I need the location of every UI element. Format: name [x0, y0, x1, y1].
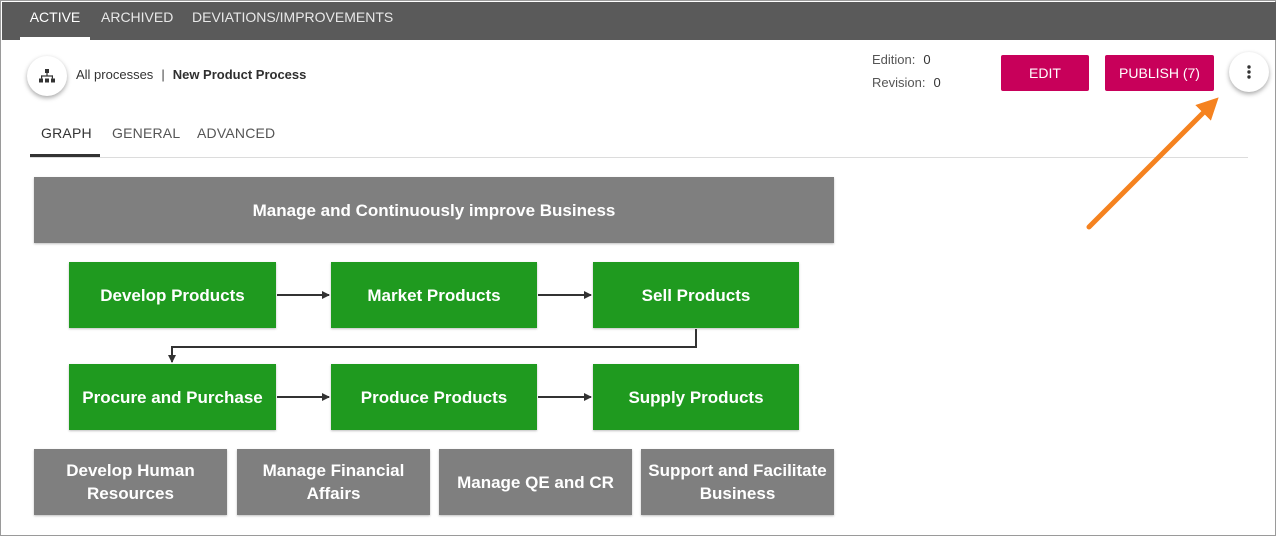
tab-advanced[interactable]: ADVANCED — [197, 125, 276, 141]
page-title: New Product Process — [172, 67, 307, 82]
tab-active-label: ACTIVE — [29, 9, 81, 25]
edition-value: 0 — [923, 52, 931, 67]
more-vertical-icon — [1247, 65, 1251, 79]
tab-deviations-label: DEVIATIONS/IMPROVEMENTS — [192, 9, 394, 25]
tabs-divider — [30, 157, 1248, 158]
process-produce-products[interactable]: Produce Products — [331, 364, 537, 430]
tab-graph[interactable]: GRAPH — [41, 125, 92, 141]
tab-archived-label: ARCHIVED — [101, 9, 174, 25]
process-manage-improve-business[interactable]: Manage and Continuously improve Business — [34, 177, 834, 243]
process-market-products[interactable]: Market Products — [331, 262, 537, 328]
process-support-facilitate-business[interactable]: Support and Facilitate Business — [641, 449, 834, 515]
process-develop-products[interactable]: Develop Products — [69, 262, 276, 328]
hierarchy-icon — [39, 69, 55, 83]
process-procure-purchase[interactable]: Procure and Purchase — [69, 364, 276, 430]
annotation-arrow — [1086, 97, 1219, 230]
edit-button[interactable]: EDIT — [1001, 55, 1089, 91]
revision-info: Revision: 0 — [872, 75, 941, 90]
process-sell-products[interactable]: Sell Products — [593, 262, 799, 328]
arrow-sell-to-procure — [168, 329, 697, 363]
top-tab-bar: ACTIVE ARCHIVED DEVIATIONS/IMPROVEMENTS — [2, 2, 1276, 40]
process-tree-button[interactable] — [27, 56, 67, 96]
more-options-button[interactable] — [1229, 52, 1269, 92]
graph-tab-indicator — [30, 154, 100, 157]
tab-deviations-improvements[interactable]: DEVIATIONS/IMPROVEMENTS — [192, 2, 393, 40]
tab-general[interactable]: GENERAL — [112, 125, 181, 141]
process-manage-qe-cr[interactable]: Manage QE and CR — [439, 449, 632, 515]
breadcrumb: All processes | New Product Process — [76, 67, 306, 82]
publish-button[interactable]: PUBLISH (7) — [1105, 55, 1214, 91]
tab-archived[interactable]: ARCHIVED — [101, 2, 173, 40]
tab-active[interactable]: ACTIVE — [20, 2, 90, 40]
process-manage-financial-affairs[interactable]: Manage Financial Affairs — [237, 449, 430, 515]
edition-label: Edition: — [872, 52, 916, 67]
active-tab-indicator — [20, 37, 90, 40]
edition-info: Edition: 0 — [872, 52, 931, 67]
revision-value: 0 — [933, 75, 941, 90]
process-supply-products[interactable]: Supply Products — [593, 364, 799, 430]
revision-label: Revision: — [872, 75, 926, 90]
breadcrumb-separator: | — [161, 67, 165, 82]
breadcrumb-all-processes[interactable]: All processes — [76, 67, 154, 82]
process-develop-human-resources[interactable]: Develop Human Resources — [34, 449, 227, 515]
